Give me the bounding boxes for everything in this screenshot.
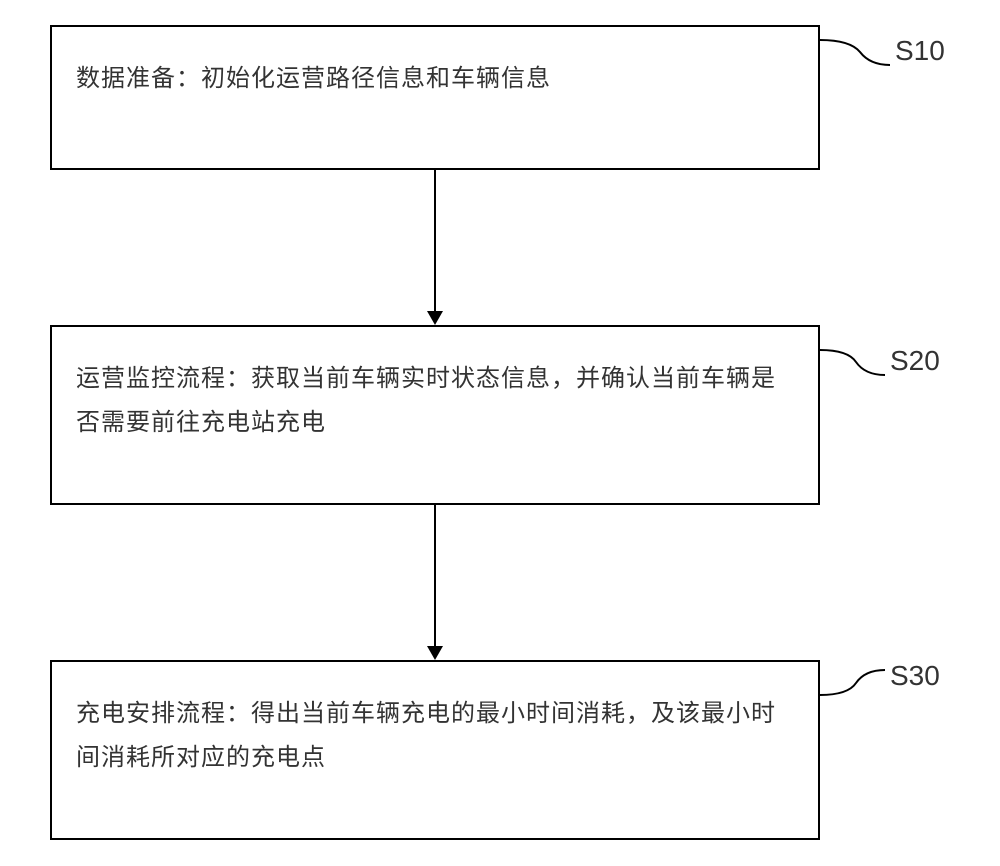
flow-step-s10: 数据准备：初始化运营路径信息和车辆信息	[50, 25, 820, 170]
connector-curve-s20	[820, 340, 890, 385]
arrow-line-1	[434, 170, 436, 311]
connector-curve-s30	[820, 665, 890, 710]
flow-step-s20-text: 运营监控流程：获取当前车辆实时状态信息，并确认当前车辆是否需要前往充电站充电	[76, 357, 794, 446]
arrow-line-2	[434, 505, 436, 646]
flow-step-s20: 运营监控流程：获取当前车辆实时状态信息，并确认当前车辆是否需要前往充电站充电	[50, 325, 820, 505]
flow-step-s10-text: 数据准备：初始化运营路径信息和车辆信息	[76, 57, 794, 101]
arrow-head-2	[427, 646, 443, 660]
connector-curve-s10	[820, 30, 895, 75]
step-label-s30: S30	[890, 660, 940, 692]
flow-step-s30: 充电安排流程：得出当前车辆充电的最小时间消耗，及该最小时间消耗所对应的充电点	[50, 660, 820, 840]
step-label-s10: S10	[895, 35, 945, 67]
flow-step-s30-text: 充电安排流程：得出当前车辆充电的最小时间消耗，及该最小时间消耗所对应的充电点	[76, 692, 794, 781]
step-label-s20: S20	[890, 345, 940, 377]
arrow-head-1	[427, 311, 443, 325]
